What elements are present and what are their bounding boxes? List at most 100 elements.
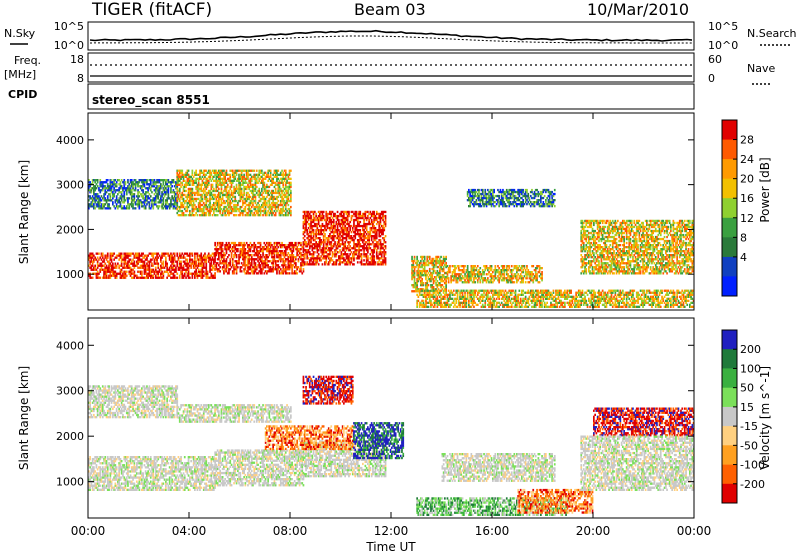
- heatmap-cell: [189, 179, 191, 182]
- heatmap-cell: [254, 205, 257, 209]
- heatmap-cell: [221, 260, 224, 263]
- heatmap-cell: [220, 252, 223, 255]
- heatmap-cell: [189, 260, 191, 263]
- heatmap-cell: [330, 245, 333, 248]
- heatmap-cell: [190, 252, 192, 255]
- heatmap-cell: [358, 241, 360, 244]
- heatmap-cell: [210, 179, 213, 182]
- heatmap-cell: [195, 262, 197, 265]
- heatmap-cell: [119, 254, 122, 257]
- heatmap-cell: [213, 189, 215, 193]
- heatmap-cell: [382, 229, 384, 232]
- heatmap-cell: [113, 179, 115, 182]
- heatmap-cell: [416, 274, 418, 277]
- heatmap-cell: [209, 209, 211, 213]
- heatmap-cell: [224, 270, 226, 273]
- heatmap-cell: [196, 272, 199, 275]
- heatmap-cell: [320, 239, 322, 242]
- heatmap-cell: [191, 193, 194, 197]
- heatmap-cell: [284, 266, 287, 269]
- heatmap-cell: [154, 181, 157, 184]
- heatmap-cell: [255, 181, 258, 184]
- heatmap-cell: [276, 250, 278, 253]
- heatmap-cell: [428, 257, 431, 261]
- heatmap-cell: [282, 262, 285, 265]
- heatmap-cell: [247, 211, 249, 215]
- heatmap-cell: [269, 203, 272, 207]
- heatmap-cell: [279, 207, 282, 211]
- heatmap-cell: [176, 264, 179, 267]
- heatmap-cell: [272, 191, 274, 195]
- heatmap-cell: [327, 226, 330, 230]
- heatmap-cell: [180, 185, 182, 189]
- heatmap-cell: [195, 185, 197, 189]
- heatmap-cell: [123, 205, 126, 208]
- heatmap-cell: [384, 253, 387, 256]
- heatmap-cell: [186, 181, 189, 184]
- heatmap-cell: [416, 271, 418, 275]
- heatmap-cell: [322, 245, 325, 248]
- heatmap-cell: [350, 231, 353, 234]
- heatmap-cell: [324, 229, 326, 232]
- heatmap-cell: [425, 261, 427, 265]
- heatmap-cell: [94, 266, 96, 269]
- heatmap-cell: [123, 272, 126, 275]
- heatmap-cell: [243, 197, 245, 201]
- heatmap-cell: [319, 241, 321, 244]
- heatmap-cell: [185, 252, 187, 255]
- heatmap-cell: [165, 179, 167, 182]
- heatmap-cell: [292, 250, 295, 253]
- heatmap-cell: [240, 270, 243, 273]
- heatmap-cell: [196, 258, 199, 261]
- heatmap-cell: [343, 261, 345, 264]
- heatmap-cell: [420, 271, 422, 275]
- heatmap-cell: [247, 260, 249, 263]
- heatmap-cell: [379, 253, 382, 256]
- heatmap-cell: [426, 284, 429, 287]
- heatmap-cell: [345, 255, 348, 258]
- heatmap-cell: [317, 214, 320, 218]
- heatmap-cell: [360, 263, 363, 266]
- heatmap-cell: [244, 185, 247, 189]
- heatmap-cell: [94, 264, 96, 267]
- heatmap-cell: [252, 197, 254, 201]
- heatmap-cell: [88, 203, 90, 206]
- heatmap-cell: [450, 277, 452, 280]
- heatmap-cell: [338, 243, 340, 246]
- heatmap-cell: [351, 247, 354, 250]
- heatmap-cell: [374, 247, 377, 250]
- heatmap-cell: [152, 199, 155, 202]
- heatmap-cell: [115, 189, 118, 192]
- heatmap-cell: [234, 244, 237, 247]
- heatmap-cell: [374, 239, 377, 242]
- heatmap-cell: [346, 226, 349, 230]
- heatmap-cell: [221, 173, 224, 176]
- heatmap-cell: [276, 272, 278, 275]
- heatmap-cell: [130, 270, 133, 273]
- heatmap-cell: [442, 261, 445, 265]
- heatmap-cell: [370, 239, 373, 242]
- heatmap-cell: [146, 195, 148, 198]
- heatmap-cell: [358, 251, 360, 254]
- heatmap-cell: [259, 270, 262, 273]
- heatmap-cell: [226, 193, 229, 197]
- heatmap-cell: [257, 252, 259, 255]
- heatmap-cell: [263, 256, 266, 259]
- heatmap-cell: [229, 179, 232, 182]
- heatmap-cell: [137, 266, 139, 269]
- heatmap-cell: [340, 218, 343, 222]
- heatmap-cell: [293, 260, 296, 263]
- heatmap-cell: [432, 286, 435, 289]
- heatmap-cell: [335, 255, 338, 258]
- heatmap-cell: [211, 207, 214, 211]
- heatmap-cell: [228, 211, 230, 215]
- heatmap-cell: [94, 268, 96, 271]
- heatmap-cell: [359, 212, 362, 216]
- heatmap-cell: [206, 270, 209, 273]
- heatmap-cell: [231, 246, 234, 249]
- heatmap-cell: [197, 270, 200, 273]
- heatmap-cell: [237, 169, 239, 172]
- heatmap-cell: [182, 214, 185, 217]
- heatmap-cell: [384, 218, 387, 222]
- heatmap-cell: [307, 263, 310, 266]
